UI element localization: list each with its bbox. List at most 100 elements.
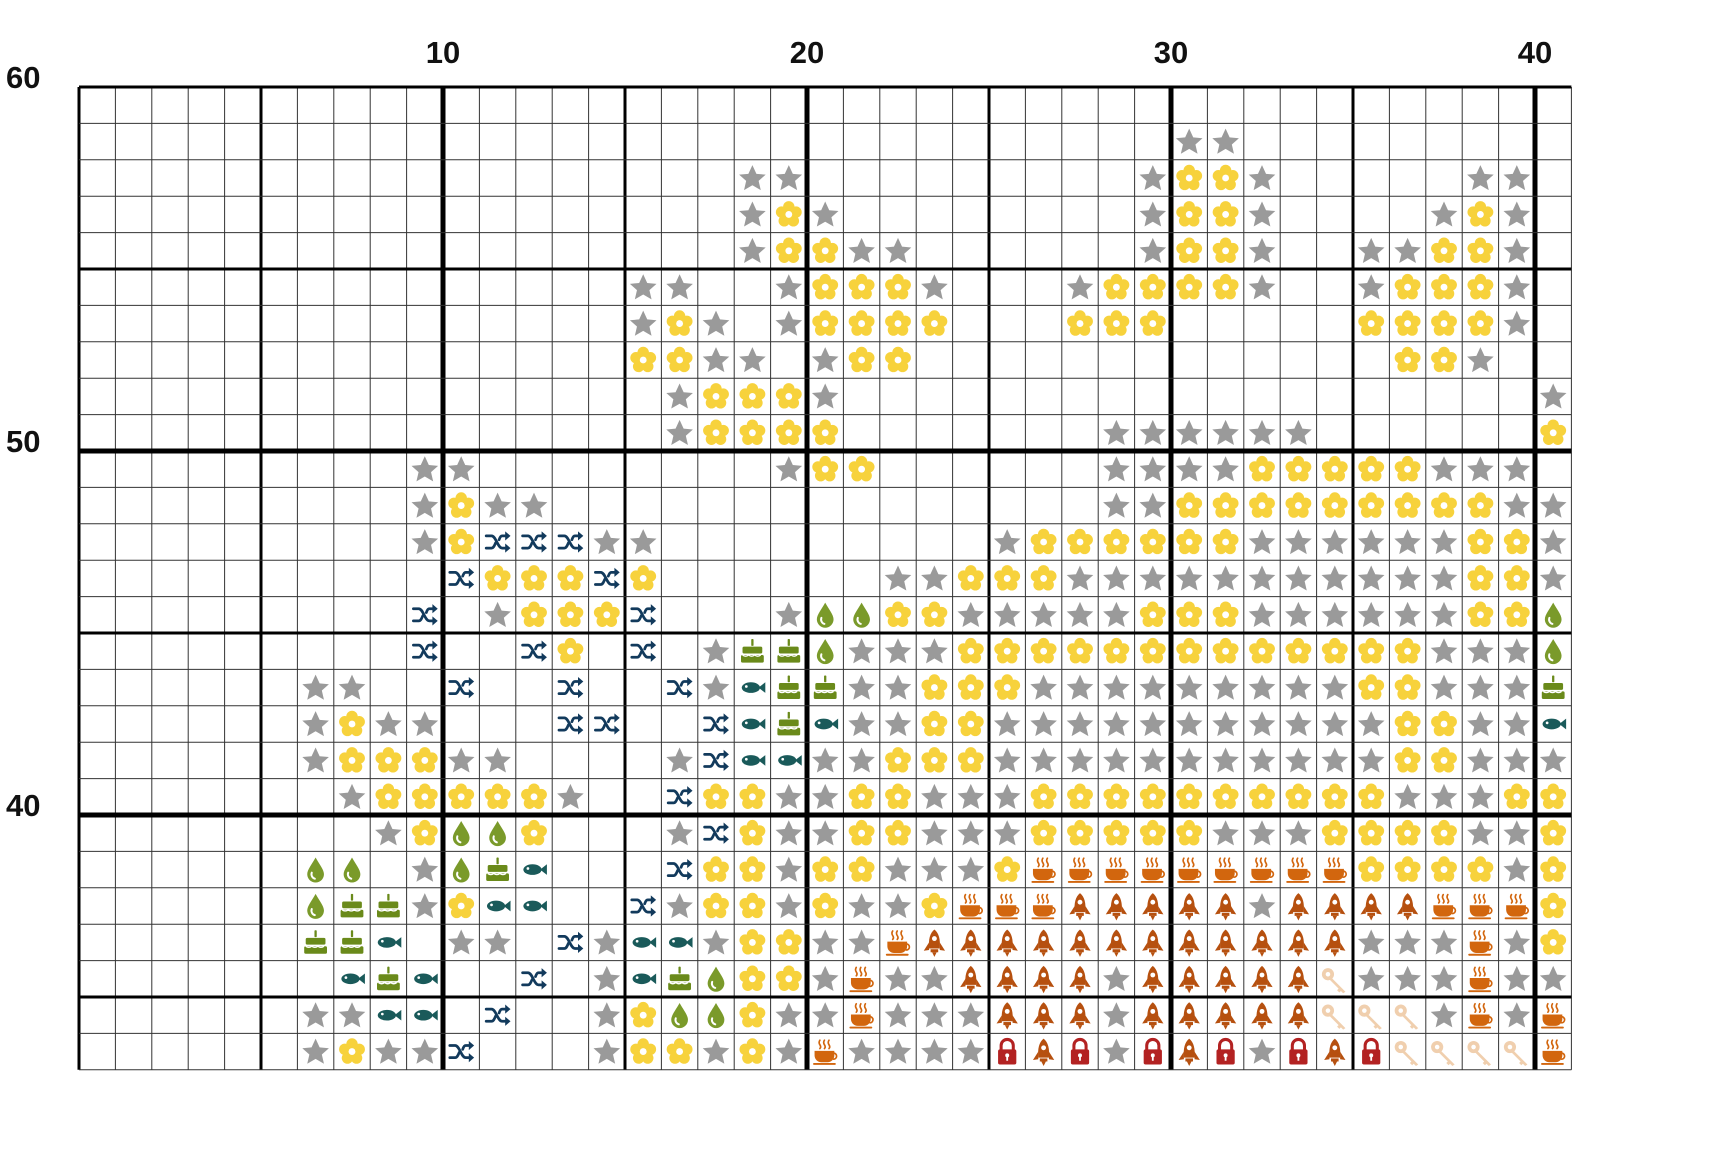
rocket-icon bbox=[1142, 929, 1164, 957]
flower-icon bbox=[703, 892, 729, 919]
rocket-icon bbox=[1251, 1002, 1273, 1030]
cake-icon bbox=[376, 893, 401, 919]
flower-icon bbox=[1358, 674, 1385, 700]
flower-icon bbox=[1285, 637, 1312, 664]
teacup-icon bbox=[1540, 1002, 1566, 1030]
rocket-icon bbox=[1287, 1002, 1310, 1030]
rocket-icon bbox=[1251, 965, 1273, 994]
fish-icon bbox=[668, 937, 693, 948]
flower-icon bbox=[1285, 455, 1312, 482]
star-icon bbox=[1285, 565, 1312, 591]
teacup-icon bbox=[1285, 857, 1311, 884]
teacup-icon bbox=[848, 966, 874, 993]
star-icon bbox=[775, 820, 803, 846]
star-icon bbox=[1103, 565, 1130, 591]
flower-icon bbox=[557, 637, 584, 664]
star-icon bbox=[884, 711, 912, 737]
star-icon bbox=[338, 1002, 366, 1028]
star-icon bbox=[1503, 456, 1531, 482]
rocket-icon bbox=[1178, 929, 1200, 957]
column-label: 20 bbox=[789, 35, 825, 70]
star-icon bbox=[1539, 492, 1567, 518]
flower-icon bbox=[484, 565, 511, 591]
teacup-icon bbox=[812, 1039, 838, 1066]
star-icon bbox=[1030, 674, 1057, 700]
flower-icon bbox=[1212, 637, 1239, 664]
star-icon bbox=[1357, 529, 1385, 555]
column-label: 40 bbox=[1517, 35, 1553, 70]
rocket-icon bbox=[923, 929, 946, 957]
star-icon bbox=[884, 893, 912, 919]
star-icon bbox=[411, 492, 439, 518]
star-icon bbox=[1357, 929, 1385, 955]
star-icon bbox=[1066, 711, 1094, 737]
shuffle-icon bbox=[484, 1003, 512, 1028]
star-icon bbox=[1103, 456, 1130, 482]
rocket-icon bbox=[1214, 1002, 1237, 1030]
drop-icon bbox=[342, 856, 362, 884]
star-icon bbox=[739, 237, 766, 263]
star-icon bbox=[1467, 347, 1494, 373]
flower-icon bbox=[1067, 819, 1093, 846]
star-icon bbox=[739, 201, 766, 227]
flower-icon bbox=[1176, 237, 1203, 263]
fish-icon bbox=[523, 900, 547, 912]
shuffle-icon bbox=[521, 639, 549, 664]
flower-icon bbox=[994, 637, 1021, 664]
fish-icon bbox=[741, 755, 766, 766]
teacup-icon bbox=[1067, 857, 1093, 884]
flower-icon bbox=[775, 201, 802, 227]
teacup-icon bbox=[1030, 857, 1056, 884]
star-icon bbox=[848, 929, 875, 955]
star-icon bbox=[1394, 929, 1421, 955]
flower-icon bbox=[484, 783, 511, 809]
star-icon bbox=[1248, 529, 1276, 555]
fish-icon bbox=[414, 973, 438, 985]
flower-icon bbox=[1358, 455, 1385, 482]
shuffle-icon bbox=[703, 748, 731, 773]
flower-icon bbox=[448, 528, 475, 555]
star-icon bbox=[1139, 565, 1167, 591]
flower-icon bbox=[921, 892, 948, 919]
star-icon bbox=[1430, 601, 1458, 627]
drop-icon bbox=[852, 601, 871, 629]
star-icon bbox=[811, 965, 839, 991]
flower-icon bbox=[1139, 637, 1166, 664]
star-icon bbox=[1430, 565, 1458, 591]
shuffle-icon bbox=[594, 566, 622, 591]
flower-icon bbox=[1321, 783, 1348, 809]
shuffle-icon bbox=[557, 711, 585, 737]
flower-icon bbox=[1212, 601, 1239, 627]
flower-icon bbox=[739, 783, 766, 809]
star-icon bbox=[1357, 747, 1385, 773]
drop-icon bbox=[706, 1002, 726, 1030]
star-icon bbox=[1103, 711, 1130, 737]
star-icon bbox=[811, 929, 839, 955]
star-icon bbox=[1103, 1038, 1130, 1064]
flower-icon bbox=[739, 1001, 766, 1028]
flower-icon bbox=[339, 1038, 365, 1064]
key-icon bbox=[1394, 1004, 1419, 1030]
flower-icon bbox=[521, 783, 547, 809]
star-icon bbox=[666, 383, 693, 409]
star-icon bbox=[957, 601, 985, 627]
flower-icon bbox=[448, 783, 475, 809]
teacup-icon bbox=[1030, 893, 1056, 921]
star-icon bbox=[1248, 601, 1276, 627]
flower-icon bbox=[1431, 273, 1457, 300]
star-icon bbox=[1321, 565, 1349, 591]
star-icon bbox=[775, 856, 803, 882]
rocket-icon bbox=[1178, 893, 1200, 921]
star-icon bbox=[1139, 674, 1167, 700]
flower-icon bbox=[339, 710, 365, 737]
rocket-icon bbox=[996, 929, 1018, 957]
rocket-icon bbox=[1214, 965, 1237, 994]
star-icon bbox=[1103, 601, 1130, 627]
star-icon bbox=[1139, 165, 1167, 191]
flower-icon bbox=[630, 346, 657, 373]
star-icon bbox=[739, 347, 766, 373]
drop-icon bbox=[815, 638, 835, 666]
star-icon bbox=[666, 419, 693, 445]
teacup-icon bbox=[1431, 893, 1457, 921]
star-icon bbox=[702, 929, 730, 955]
